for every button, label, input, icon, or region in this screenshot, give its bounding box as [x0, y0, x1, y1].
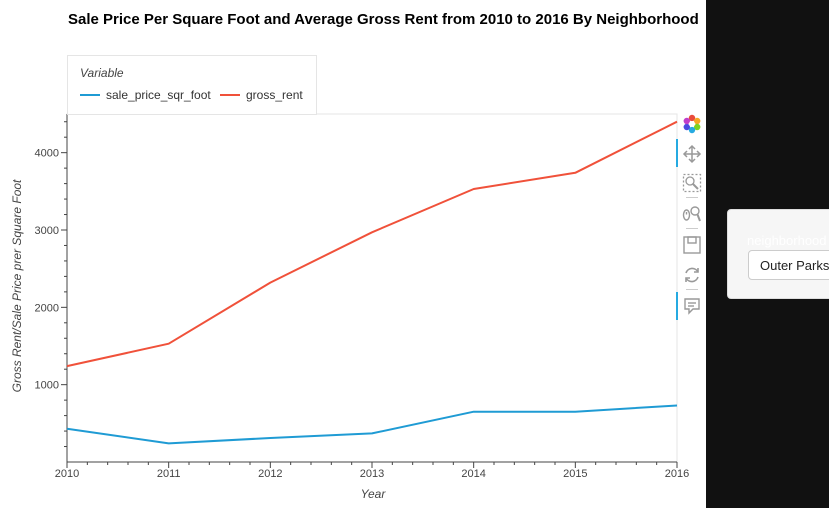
- plot-panel: Sale Price Per Square Foot and Average G…: [0, 0, 706, 508]
- x-tick-label: 2016: [665, 468, 689, 480]
- hover-icon[interactable]: [681, 295, 703, 317]
- plot-frame: [66, 113, 678, 463]
- legend-swatch-sale-price: [80, 94, 100, 96]
- legend-item-gross-rent[interactable]: gross_rent: [220, 88, 303, 102]
- legend-swatch-gross-rent: [220, 94, 240, 96]
- x-tick-label: 2014: [461, 468, 485, 480]
- series-lines: [66, 120, 678, 445]
- legend-item-sale-price[interactable]: sale_price_sqr_foot: [80, 88, 211, 102]
- save-icon[interactable]: [681, 234, 703, 256]
- neighborhood-select[interactable]: Outer Parkside: [748, 250, 829, 280]
- y-tick-label: 3000: [35, 225, 59, 237]
- box-zoom-icon[interactable]: [681, 172, 703, 194]
- x-tick-label: 2011: [157, 468, 181, 480]
- widget-label: neighborhood: [747, 233, 827, 248]
- pan-active-indicator: [676, 139, 678, 167]
- toolbar-divider: [686, 228, 698, 229]
- bokeh-logo-icon[interactable]: [681, 113, 703, 135]
- x-tick-label: 2013: [360, 468, 384, 480]
- series-line-gross-rent: [66, 120, 678, 368]
- toolbar-divider: [686, 289, 698, 290]
- y-axis: 1000 2000 3000 4000: [35, 121, 67, 448]
- reset-icon[interactable]: [681, 264, 703, 286]
- series-line-sale-price-sqr-foot: [66, 404, 678, 445]
- x-tick-label: 2010: [55, 468, 79, 480]
- chart-title: Sale Price Per Square Foot and Average G…: [68, 11, 699, 28]
- hover-active-indicator: [676, 292, 678, 320]
- x-tick-label: 2012: [258, 468, 282, 480]
- legend: Variable sale_price_sqr_foot gross_rent: [67, 55, 317, 115]
- y-tick-label: 4000: [35, 148, 59, 160]
- x-axis-label: Year: [361, 487, 387, 501]
- x-axis: 2010 2011 2012 2013 2014 2015 2016: [55, 462, 689, 480]
- x-tick-label: 2015: [563, 468, 587, 480]
- neighborhood-widget: neighborhood Outer Parkside: [727, 209, 829, 299]
- toolbar-divider: [686, 197, 698, 198]
- y-axis-label: Gross Rent/Sale Price prer Square Foot: [10, 179, 24, 392]
- y-tick-label: 1000: [35, 380, 59, 392]
- y-tick-label: 2000: [35, 302, 59, 314]
- legend-label-gross-rent: gross_rent: [246, 88, 303, 102]
- pan-icon[interactable]: [681, 143, 703, 165]
- plot-toolbar: [676, 112, 706, 332]
- plot-border: [66, 113, 678, 463]
- legend-title: Variable: [80, 66, 124, 80]
- wheel-zoom-icon[interactable]: [681, 203, 703, 225]
- legend-label-sale-price: sale_price_sqr_foot: [106, 88, 211, 102]
